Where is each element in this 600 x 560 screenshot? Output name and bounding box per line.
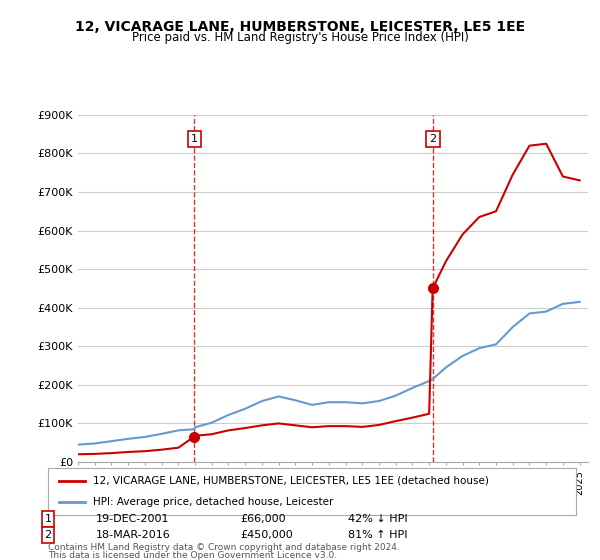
Text: 81% ↑ HPI: 81% ↑ HPI [348, 530, 407, 540]
Text: Contains HM Land Registry data © Crown copyright and database right 2024.: Contains HM Land Registry data © Crown c… [48, 543, 400, 552]
Text: £66,000: £66,000 [240, 514, 286, 524]
Text: 12, VICARAGE LANE, HUMBERSTONE, LEICESTER, LE5 1EE (detached house): 12, VICARAGE LANE, HUMBERSTONE, LEICESTE… [93, 476, 489, 486]
Text: Price paid vs. HM Land Registry's House Price Index (HPI): Price paid vs. HM Land Registry's House … [131, 31, 469, 44]
Text: 1: 1 [44, 514, 52, 524]
Text: 12, VICARAGE LANE, HUMBERSTONE, LEICESTER, LE5 1EE: 12, VICARAGE LANE, HUMBERSTONE, LEICESTE… [75, 20, 525, 34]
Text: HPI: Average price, detached house, Leicester: HPI: Average price, detached house, Leic… [93, 497, 333, 507]
Text: 42% ↓ HPI: 42% ↓ HPI [348, 514, 407, 524]
Text: 1: 1 [191, 134, 198, 144]
Text: £450,000: £450,000 [240, 530, 293, 540]
Text: 18-MAR-2016: 18-MAR-2016 [96, 530, 171, 540]
Text: 2: 2 [429, 134, 436, 144]
Text: 2: 2 [44, 530, 52, 540]
Text: 19-DEC-2001: 19-DEC-2001 [96, 514, 170, 524]
Text: This data is licensed under the Open Government Licence v3.0.: This data is licensed under the Open Gov… [48, 551, 337, 560]
